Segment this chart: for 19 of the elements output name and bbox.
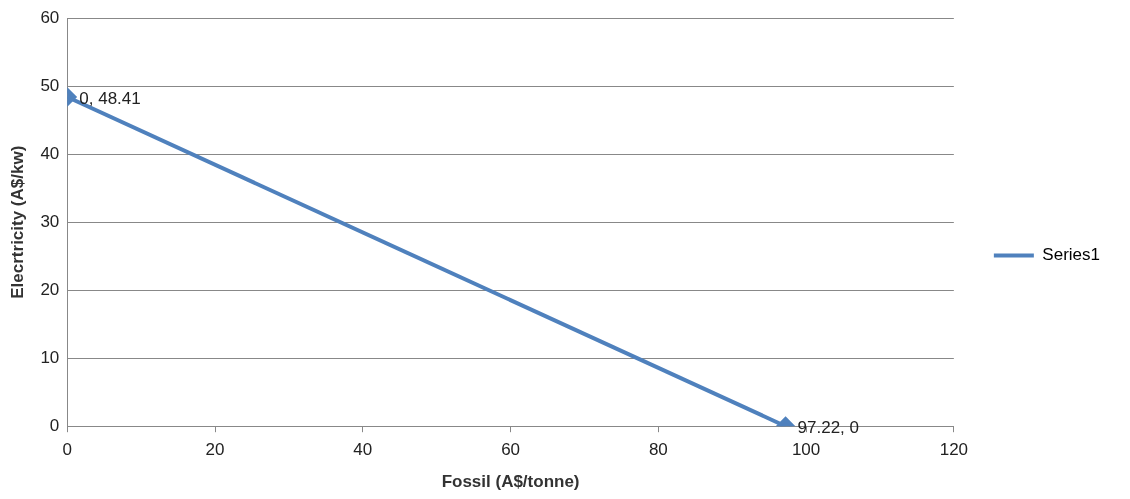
x-tick-label: 40	[353, 440, 373, 460]
y-tick-label: 30	[40, 211, 60, 231]
legend-label: Series1	[1042, 245, 1100, 265]
x-tick-label: 100	[791, 440, 821, 460]
y-tick-label: 40	[40, 143, 60, 163]
x-axis-title: Fossil (A$/tonne)	[441, 472, 580, 492]
x-tick-label: 20	[205, 440, 225, 460]
y-tick-label: 50	[40, 75, 60, 95]
x-tick-label: 120	[939, 440, 969, 460]
data-label: 0, 48.41	[79, 88, 141, 108]
y-tick-label: 20	[40, 279, 60, 299]
y-axis-title: Elecrtricity (A$/kw)	[7, 145, 27, 299]
x-tick-label: 80	[648, 440, 668, 460]
data-label: 97.22, 0	[797, 417, 860, 437]
x-tick-label: 60	[501, 440, 521, 460]
y-tick-label: 10	[40, 347, 60, 367]
y-tick-label: 0	[49, 415, 60, 435]
x-tick-label: 0	[62, 440, 73, 460]
y-tick-label: 60	[40, 7, 60, 27]
